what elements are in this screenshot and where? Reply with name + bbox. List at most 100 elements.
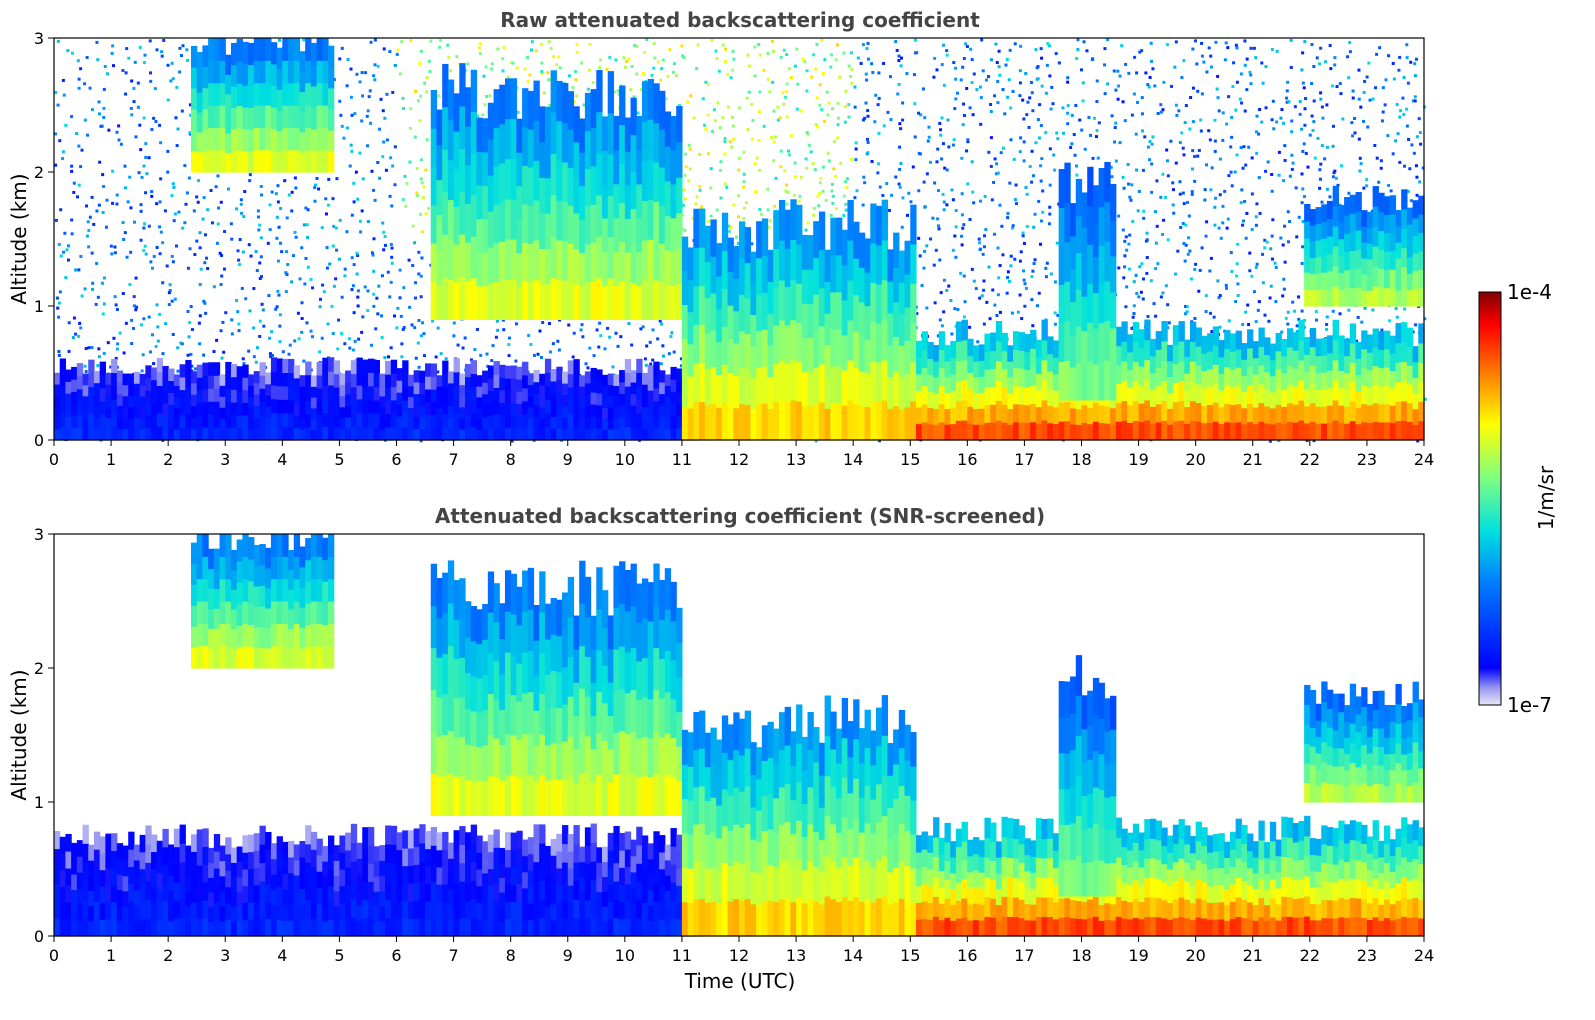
noise-cell [356, 289, 360, 293]
noise-cell [514, 322, 518, 326]
noise-cell [1264, 169, 1268, 173]
noise-cell [1070, 113, 1074, 117]
noise-cell [372, 269, 376, 273]
noise-cell [143, 53, 147, 57]
noise-cell [402, 286, 406, 290]
noise-cell [338, 218, 342, 222]
layer-cell [459, 395, 466, 408]
noise-cell [255, 269, 259, 273]
noise-cell [814, 67, 818, 71]
noise-cell [59, 254, 63, 258]
noise-cell [1226, 217, 1230, 221]
layer-cell [265, 417, 272, 430]
noise-cell [77, 183, 81, 187]
layer-cell [624, 285, 632, 320]
layer-cell [470, 426, 478, 441]
noise-cell [1034, 141, 1038, 145]
noise-cell [1025, 192, 1029, 196]
noise-cell [142, 116, 146, 120]
layer-cell [162, 378, 169, 392]
noise-cell [478, 52, 482, 56]
noise-cell [1403, 307, 1407, 311]
layer-cell [208, 388, 215, 402]
noise-cell [350, 113, 354, 117]
noise-cell [142, 248, 146, 252]
layer-cell [607, 406, 615, 419]
noise-cell [889, 118, 893, 122]
noise-cell [945, 168, 949, 172]
noise-cell [1318, 62, 1322, 66]
layer-cell [579, 407, 586, 420]
noise-cell [360, 330, 364, 334]
noise-cell [1235, 262, 1239, 266]
noise-cell [1110, 175, 1114, 179]
layer-cell [442, 106, 449, 150]
noise-cell [242, 215, 246, 219]
noise-cell [732, 203, 736, 207]
layer-cell [544, 248, 552, 285]
noise-cell [1006, 211, 1010, 215]
layer-cell [482, 393, 489, 406]
noise-cell [353, 339, 357, 343]
noise-cell [236, 249, 240, 253]
noise-cell [878, 439, 882, 443]
noise-cell [1300, 127, 1304, 131]
noise-cell [378, 176, 382, 180]
noise-cell [150, 266, 154, 270]
noise-cell [972, 72, 976, 76]
layer-cell [282, 412, 289, 428]
noise-cell [669, 335, 673, 339]
noise-cell [243, 190, 247, 194]
noise-cell [567, 323, 571, 327]
noise-cell [1247, 323, 1251, 327]
noise-cell [178, 70, 182, 74]
noise-cell [376, 312, 380, 316]
noise-cell [185, 191, 189, 195]
noise-cell [1072, 133, 1076, 137]
noise-cell [1023, 282, 1027, 286]
noise-cell [170, 61, 174, 65]
noise-cell [972, 201, 976, 205]
noise-cell [198, 231, 202, 235]
layer-cell [202, 66, 209, 89]
noise-cell [849, 51, 853, 55]
layer-cell [596, 153, 603, 196]
noise-cell [1112, 69, 1116, 73]
noise-cell [77, 334, 81, 338]
layer-cell [436, 249, 443, 286]
noise-cell [413, 326, 417, 330]
layer-cell [76, 363, 84, 377]
noise-cell [1248, 251, 1252, 255]
layer-cell [288, 412, 295, 428]
noise-cell [373, 38, 377, 42]
layer-cell [93, 428, 101, 441]
noise-cell [91, 287, 95, 291]
noise-cell [267, 294, 271, 298]
noise-cell [719, 196, 723, 200]
noise-cell [643, 357, 647, 361]
noise-cell [928, 160, 932, 164]
noise-cell [424, 212, 428, 216]
layer-cell [630, 282, 637, 320]
layer-cell [590, 165, 597, 205]
layer-cell [310, 42, 318, 66]
noise-cell [198, 283, 202, 287]
noise-cell [356, 197, 360, 201]
layer-cell [584, 130, 592, 169]
noise-cell [1224, 283, 1228, 287]
layer-cell [590, 89, 597, 129]
layer-cell [299, 51, 306, 72]
layer-cell [664, 374, 672, 386]
noise-cell [989, 109, 993, 113]
layer-cell [133, 383, 141, 396]
noise-cell [374, 327, 378, 331]
noise-cell [1268, 296, 1272, 300]
noise-cell [984, 78, 988, 82]
noise-cell [899, 64, 903, 68]
layer-cell [128, 428, 135, 441]
noise-cell [1249, 82, 1253, 86]
noise-cell [972, 279, 976, 283]
noise-cell [1154, 314, 1158, 318]
noise-cell [372, 74, 376, 78]
noise-cell [1394, 307, 1398, 311]
